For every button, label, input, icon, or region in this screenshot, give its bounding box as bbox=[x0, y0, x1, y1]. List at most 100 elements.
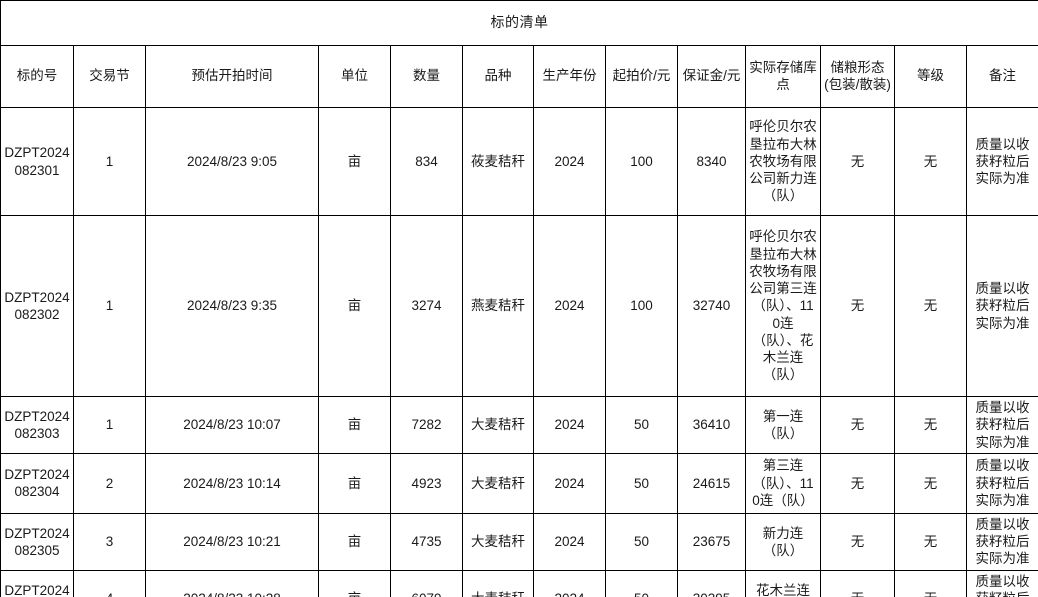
column-header-session: 交易节 bbox=[73, 45, 146, 108]
cell-code: DZPT2024082306 bbox=[0, 569, 74, 597]
cell-grade: 无 bbox=[894, 396, 967, 454]
table-title-row: 标的清单 bbox=[0, 0, 1038, 46]
cell-year: 2024 bbox=[533, 452, 606, 514]
cell-remark: 质量以收获籽粒后实际为准 bbox=[966, 569, 1038, 597]
cell-year: 2024 bbox=[533, 396, 606, 454]
cell-session: 1 bbox=[73, 396, 146, 454]
cell-time: 2024/8/23 10:14 bbox=[145, 452, 319, 514]
page-title: 标的清单 bbox=[0, 0, 1038, 46]
cell-unit: 亩 bbox=[318, 396, 391, 454]
cell-time: 2024/8/23 10:21 bbox=[145, 512, 319, 571]
cell-deposit: 23675 bbox=[677, 512, 746, 571]
cell-remark: 质量以收获籽粒后实际为准 bbox=[966, 512, 1038, 571]
cell-deposit: 36410 bbox=[677, 396, 746, 454]
cell-year: 2024 bbox=[533, 512, 606, 571]
column-header-code: 标的号 bbox=[0, 45, 74, 108]
cell-code: DZPT2024082305 bbox=[0, 512, 74, 571]
column-header-qty: 数量 bbox=[390, 45, 463, 108]
cell-unit: 亩 bbox=[318, 452, 391, 514]
cell-storage-point: 呼伦贝尔农垦拉布大林农牧场有限公司新力连（队） bbox=[745, 107, 821, 216]
cell-session: 4 bbox=[73, 569, 146, 597]
cell-session: 3 bbox=[73, 512, 146, 571]
cell-session: 2 bbox=[73, 452, 146, 514]
cell-deposit: 8340 bbox=[677, 107, 746, 216]
column-header-unit: 单位 bbox=[318, 45, 391, 108]
table-row: DZPT2024082301 1 2024/8/23 9:05 亩 834 莜麦… bbox=[0, 107, 1038, 216]
cell-year: 2024 bbox=[533, 569, 606, 597]
cell-time: 2024/8/23 10:07 bbox=[145, 396, 319, 454]
column-header-time: 预估开拍时间 bbox=[145, 45, 319, 108]
column-header-start-price: 起拍价/元 bbox=[605, 45, 678, 108]
table-row: DZPT2024082302 1 2024/8/23 9:35 亩 3274 燕… bbox=[0, 215, 1038, 397]
table-row: DZPT2024082305 3 2024/8/23 10:21 亩 4735 … bbox=[0, 512, 1038, 571]
column-header-variety: 品种 bbox=[462, 45, 534, 108]
cell-qty: 4735 bbox=[390, 512, 463, 571]
cell-variety: 燕麦秸秆 bbox=[462, 215, 534, 397]
cell-code: DZPT2024082301 bbox=[0, 107, 74, 216]
cell-grade: 无 bbox=[894, 452, 967, 514]
cell-grade: 无 bbox=[894, 512, 967, 571]
cell-code: DZPT2024082303 bbox=[0, 396, 74, 454]
cell-qty: 834 bbox=[390, 107, 463, 216]
cell-storage-point: 花木兰连（队） bbox=[745, 569, 821, 597]
cell-qty: 7282 bbox=[390, 396, 463, 454]
cell-storage-form: 无 bbox=[820, 452, 895, 514]
cell-grade: 无 bbox=[894, 107, 967, 216]
cell-storage-form: 无 bbox=[820, 396, 895, 454]
cell-time: 2024/8/23 9:05 bbox=[145, 107, 319, 216]
table-header-row: 标的号 交易节 预估开拍时间 单位 数量 品种 生产年份 起拍价/元 保证金/元… bbox=[0, 45, 1038, 108]
cell-deposit: 24615 bbox=[677, 452, 746, 514]
cell-storage-form: 无 bbox=[820, 215, 895, 397]
cell-unit: 亩 bbox=[318, 215, 391, 397]
cell-variety: 大麦秸秆 bbox=[462, 512, 534, 571]
cell-deposit: 30395 bbox=[677, 569, 746, 597]
column-header-deposit: 保证金/元 bbox=[677, 45, 746, 108]
cell-year: 2024 bbox=[533, 107, 606, 216]
cell-unit: 亩 bbox=[318, 107, 391, 216]
table-row: DZPT2024082306 4 2024/8/23 10:28 亩 6079 … bbox=[0, 569, 1038, 597]
cell-start-price: 100 bbox=[605, 215, 678, 397]
cell-storage-point: 第三连（队）、110连（队） bbox=[745, 452, 821, 514]
table-row: DZPT2024082303 1 2024/8/23 10:07 亩 7282 … bbox=[0, 396, 1038, 454]
cell-qty: 4923 bbox=[390, 452, 463, 514]
cell-remark: 质量以收获籽粒后实际为准 bbox=[966, 107, 1038, 216]
cell-remark: 质量以收获籽粒后实际为准 bbox=[966, 396, 1038, 454]
cell-qty: 3274 bbox=[390, 215, 463, 397]
cell-variety: 大麦秸秆 bbox=[462, 569, 534, 597]
column-header-year: 生产年份 bbox=[533, 45, 606, 108]
column-header-remark: 备注 bbox=[966, 45, 1038, 108]
cell-grade: 无 bbox=[894, 215, 967, 397]
cell-code: DZPT2024082304 bbox=[0, 452, 74, 514]
cell-remark: 质量以收获籽粒后实际为准 bbox=[966, 215, 1038, 397]
cell-start-price: 50 bbox=[605, 452, 678, 514]
cell-grade: 无 bbox=[894, 569, 967, 597]
cell-storage-form: 无 bbox=[820, 107, 895, 216]
cell-session: 1 bbox=[73, 215, 146, 397]
cell-time: 2024/8/23 9:35 bbox=[145, 215, 319, 397]
cell-start-price: 50 bbox=[605, 512, 678, 571]
cell-code: DZPT2024082302 bbox=[0, 215, 74, 397]
cell-unit: 亩 bbox=[318, 512, 391, 571]
column-header-storage-form: 储粮形态(包装/散装) bbox=[820, 45, 895, 108]
cell-time: 2024/8/23 10:28 bbox=[145, 569, 319, 597]
cell-storage-point: 第一连（队） bbox=[745, 396, 821, 454]
cell-variety: 大麦秸秆 bbox=[462, 452, 534, 514]
cell-remark: 质量以收获籽粒后实际为准 bbox=[966, 452, 1038, 514]
column-header-grade: 等级 bbox=[894, 45, 967, 108]
cell-qty: 6079 bbox=[390, 569, 463, 597]
cell-storage-form: 无 bbox=[820, 569, 895, 597]
cell-storage-point: 呼伦贝尔农垦拉布大林农牧场有限公司第三连（队）、110连（队）、花木兰连（队） bbox=[745, 215, 821, 397]
table-row: DZPT2024082304 2 2024/8/23 10:14 亩 4923 … bbox=[0, 452, 1038, 514]
column-header-storage-point: 实际存储库点 bbox=[745, 45, 821, 108]
cell-unit: 亩 bbox=[318, 569, 391, 597]
cell-variety: 大麦秸秆 bbox=[462, 396, 534, 454]
cell-storage-form: 无 bbox=[820, 512, 895, 571]
cell-start-price: 50 bbox=[605, 396, 678, 454]
cell-start-price: 50 bbox=[605, 569, 678, 597]
cell-year: 2024 bbox=[533, 215, 606, 397]
cell-session: 1 bbox=[73, 107, 146, 216]
cell-start-price: 100 bbox=[605, 107, 678, 216]
cell-storage-point: 新力连（队） bbox=[745, 512, 821, 571]
